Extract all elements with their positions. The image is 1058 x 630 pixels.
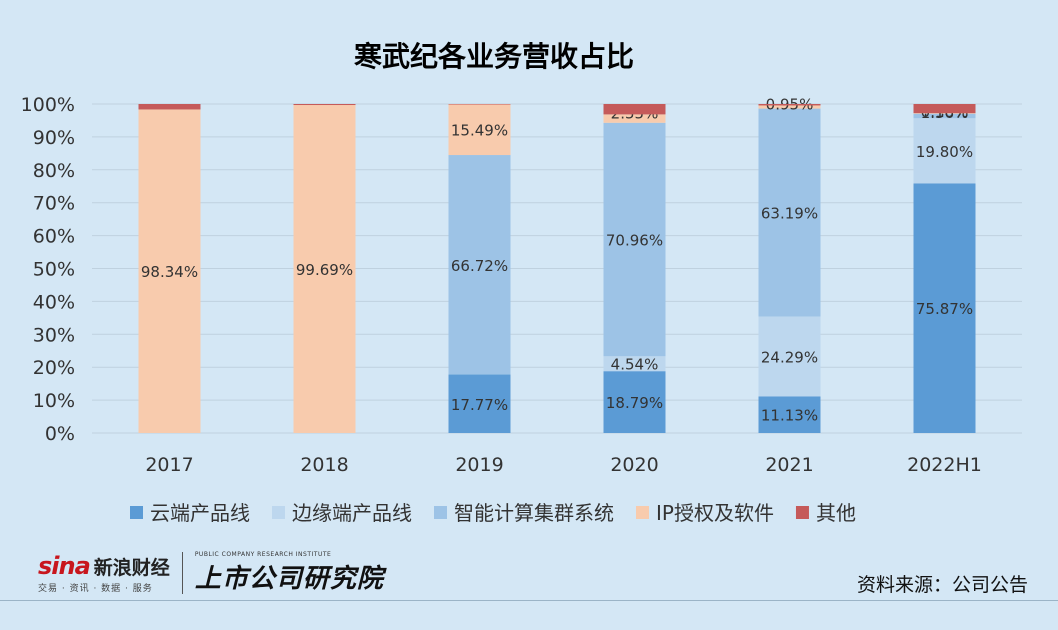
legend-swatch	[636, 506, 649, 519]
research-institute-logo: PUBLIC COMPANY RESEARCH INSTITUTE 上市公司研究…	[195, 551, 384, 595]
sina-logo-text: sina	[38, 552, 91, 580]
legend-swatch	[795, 506, 809, 519]
logo-divider	[181, 552, 183, 594]
bar-segment	[448, 155, 511, 375]
data-label: 18.79%	[606, 394, 663, 412]
x-tick-label: 2022H1	[907, 454, 982, 476]
y-tick-label: 40%	[33, 291, 75, 313]
data-label: 75.87%	[916, 300, 973, 318]
y-axis-ticks: 0% 10% 20% 30% 40% 50% 60% 70% 80% 90% 100%	[21, 94, 75, 445]
data-label: 70.96%	[606, 232, 663, 250]
bar-segment	[603, 356, 666, 372]
bar-segment	[603, 114, 666, 123]
y-tick-label: 80%	[33, 160, 75, 182]
x-axis-ticks: 2017 2018 2019 2020 2021 2022H1	[145, 454, 982, 476]
legend-label: IP授权及软件	[656, 501, 774, 525]
x-tick-label: 2019	[455, 454, 503, 476]
bar-segment	[138, 109, 201, 434]
bar-segment	[758, 396, 821, 433]
data-label: 17.77%	[451, 396, 508, 414]
x-tick-label: 2021	[765, 454, 813, 476]
legend-swatch	[130, 506, 143, 519]
bar-segment	[758, 108, 821, 317]
y-tick-label: 20%	[33, 357, 75, 379]
bar-segment	[293, 105, 356, 433]
bar-segment	[448, 104, 511, 105]
legend-swatch	[272, 506, 285, 519]
data-label: 19.80%	[916, 143, 973, 161]
data-label: 63.19%	[761, 205, 818, 223]
bar-segment	[758, 316, 821, 397]
x-tick-label: 2018	[300, 454, 348, 476]
bar-segment	[603, 104, 666, 115]
bar-segment	[913, 104, 976, 114]
sina-finance-logo: sina 新浪财经 交易 · 资讯 · 数据 · 服务	[38, 552, 170, 594]
y-tick-label: 60%	[33, 226, 75, 248]
bar-segment	[138, 104, 201, 110]
y-tick-label: 50%	[33, 259, 75, 281]
bar-segment	[603, 371, 666, 433]
legend: 云端产品线 边缘端产品线 智能计算集群系统 IP授权及软件 其他	[130, 501, 856, 525]
bar-segment	[913, 113, 976, 119]
research-institute-cn: 上市公司研究院	[194, 564, 384, 594]
x-tick-label: 2017	[145, 454, 193, 476]
data-source: 资料来源：公司公告	[856, 574, 1028, 596]
y-tick-label: 30%	[33, 324, 75, 346]
bar-segment	[603, 122, 666, 357]
legend-label: 智能计算集群系统	[454, 501, 614, 525]
data-label: 24.29%	[761, 348, 818, 366]
bar-segment	[448, 104, 511, 156]
stacked-bar-chart: 寒武纪各业务营收占比 0% 10% 20% 30% 40% 50% 60% 70% 80% 90%…	[21, 40, 1022, 525]
y-tick-label: 90%	[33, 127, 75, 149]
y-tick-label: 70%	[33, 193, 75, 215]
bar-segment	[758, 104, 821, 106]
footer-divider-line	[0, 600, 1058, 601]
bar-segment	[293, 104, 356, 106]
x-tick-label: 2020	[610, 454, 658, 476]
data-label: 4.54%	[611, 356, 659, 374]
chart-title: 寒武纪各业务营收占比	[354, 40, 634, 73]
research-institute-en: PUBLIC COMPANY RESEARCH INSTITUTE	[194, 551, 332, 558]
gridlines	[92, 103, 1022, 434]
sina-finance-name: 新浪财经	[93, 557, 170, 579]
bar-segment	[758, 105, 821, 109]
bar-segment	[913, 113, 976, 114]
bars: 98.34% 99.69% 17.77% 66.72% 15.49% 18.79% 4.54…	[138, 95, 976, 434]
footer-logos: sina 新浪财经 交易 · 资讯 · 数据 · 服务 PUBLIC COMPA…	[38, 548, 384, 598]
y-tick-label: 10%	[33, 390, 75, 412]
legend-swatch	[434, 506, 447, 519]
data-label: 98.34%	[141, 263, 198, 281]
legend-label: 边缘端产品线	[292, 501, 412, 525]
legend-label: 云端产品线	[150, 501, 250, 525]
sina-tagline: 交易 · 资讯 · 数据 · 服务	[38, 584, 153, 594]
bar-segment	[448, 374, 511, 433]
y-tick-label: 100%	[21, 94, 75, 116]
data-label: 11.13%	[761, 407, 818, 425]
bar-segment	[913, 183, 976, 433]
data-label: 66.72%	[451, 257, 508, 275]
y-tick-label: 0%	[45, 423, 75, 445]
data-label: 99.69%	[296, 261, 353, 279]
data-label: 15.49%	[451, 122, 508, 140]
bar-segment	[913, 118, 976, 184]
legend-label: 其他	[816, 501, 856, 525]
